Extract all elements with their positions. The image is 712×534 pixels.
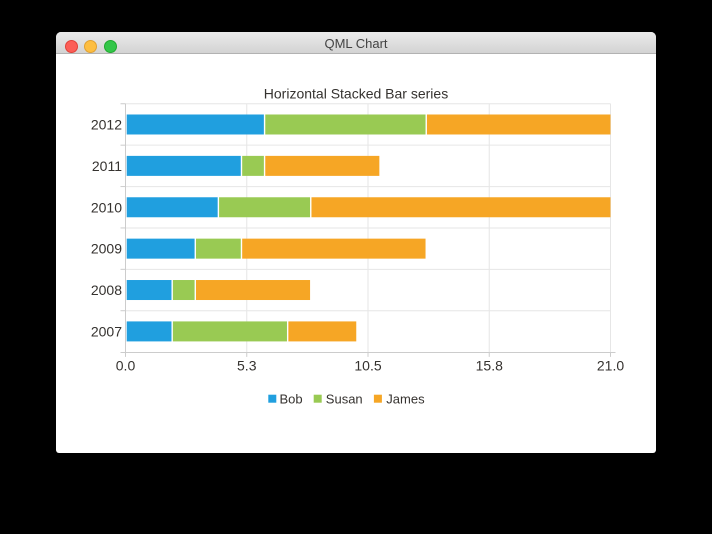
svg-text:15.8: 15.8	[476, 358, 503, 374]
svg-text:5.3: 5.3	[237, 358, 257, 374]
svg-text:2007: 2007	[91, 324, 122, 340]
svg-text:2010: 2010	[91, 199, 122, 215]
svg-text:Susan: Susan	[326, 391, 363, 406]
svg-text:Bob: Bob	[280, 391, 303, 406]
svg-text:James: James	[386, 391, 425, 406]
svg-text:21.0: 21.0	[597, 358, 624, 374]
svg-text:2008: 2008	[91, 282, 122, 298]
svg-text:2012: 2012	[91, 117, 122, 133]
svg-text:2011: 2011	[92, 158, 122, 174]
svg-text:2009: 2009	[91, 241, 122, 257]
svg-text:10.5: 10.5	[354, 358, 381, 374]
svg-text:0.0: 0.0	[116, 358, 136, 374]
svg-text:Horizontal Stacked Bar series: Horizontal Stacked Bar series	[264, 86, 448, 102]
